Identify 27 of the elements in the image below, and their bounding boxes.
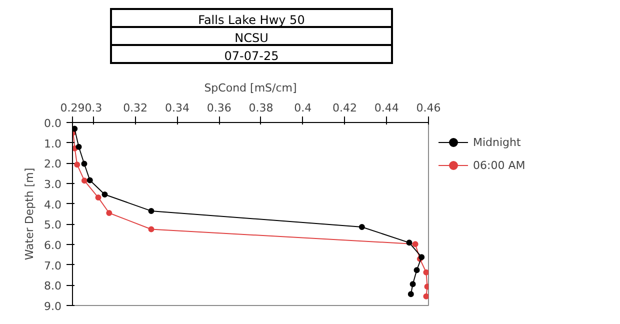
- y-tick-label: 8.0: [44, 280, 62, 293]
- x-axis-title: SpCond [mS/cm]: [204, 82, 297, 94]
- chart-subtitle: NCSU: [110, 26, 393, 46]
- y-axis-title: Water Depth [m]: [23, 168, 36, 260]
- x-tick-label: 0.4: [294, 102, 312, 114]
- y-tick-label: 9.0: [44, 300, 62, 313]
- x-tick-label: 0.38: [248, 102, 274, 114]
- x-tick-label: 0.34: [164, 102, 190, 114]
- x-tick-label: 0.46: [416, 102, 441, 114]
- legend-label: 06:00 AM: [473, 158, 526, 172]
- text: 07-07-25: [110, 44, 393, 64]
- y-tick-label: 2.0: [44, 158, 62, 171]
- x-tick-label: 0.3: [84, 102, 102, 114]
- y-tick-label: 3.0: [44, 178, 62, 191]
- y-tick-label: 7.0: [44, 259, 62, 272]
- y-tick-label: 0.0: [44, 117, 62, 130]
- y-tick-label: 4.0: [44, 198, 62, 212]
- x-tick-label: 0.29: [60, 102, 85, 114]
- y-tick-label: 5.0: [44, 218, 62, 232]
- y-tick-label: 1.0: [44, 137, 62, 150]
- x-tick-label: 0.32: [123, 102, 148, 114]
- x-tick-label: 0.44: [374, 102, 399, 114]
- legend-label: Midnight: [473, 136, 521, 148]
- x-tick-label: 0.42: [332, 102, 357, 114]
- chart-title: Falls Lake Hwy 50: [110, 8, 393, 28]
- y-tick-label: 6.0: [44, 239, 62, 252]
- x-tick-label: 0.36: [206, 102, 232, 114]
